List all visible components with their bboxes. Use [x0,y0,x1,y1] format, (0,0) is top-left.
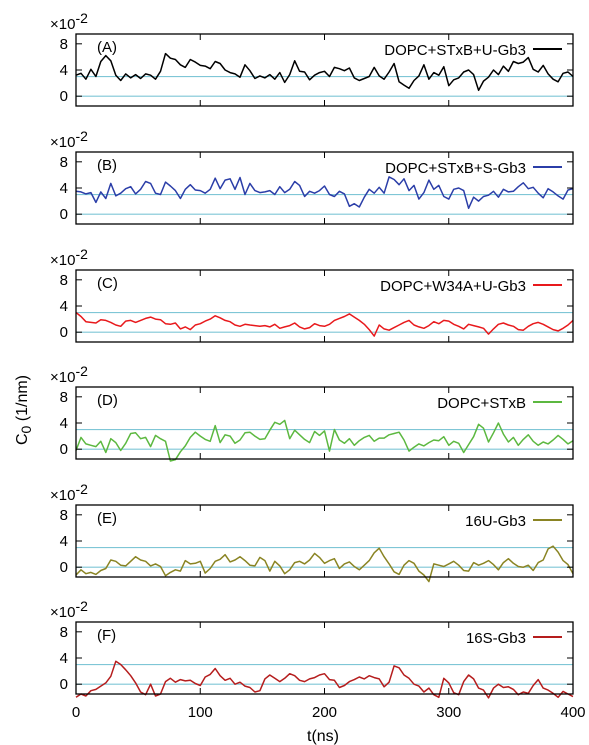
y-tick-label: 8 [60,389,68,406]
panel-d: 8 4 0 ×10-2 (D) DOPC+STxB [50,363,574,462]
y-tick-label: 0 [60,559,68,576]
y-multiplier: ×10-2 [50,481,88,504]
y-tick-label: 4 [60,650,68,667]
series-line [75,311,574,337]
panel-label: (F) [97,627,116,644]
legend-label: DOPC+STxB+U-Gb3 [384,42,526,59]
y-tick-label: 4 [60,533,68,550]
panel-f: 8 4 0 ×10-2 (F) 16S-Gb3 [50,598,574,699]
y-tick-label: 0 [60,324,68,341]
panels: 8 4 0 ×10-2 (A) DOPC+STxB+U-Gb3 8 4 0 ×10-2 (B) DOP… [50,10,574,699]
series-line [75,419,574,462]
x-tick-label: 100 [188,704,213,721]
y-tick-label: 0 [60,676,68,693]
y-multiplier: ×10-2 [50,10,88,33]
y-tick-label: 4 [60,180,68,197]
y-tick-label: 8 [60,154,68,171]
series-line [75,176,574,210]
y-tick-label: 0 [60,88,68,105]
panel-label: (E) [97,510,117,527]
legend-label: DOPC+STxB+S-Gb3 [385,160,526,177]
y-axis-label: C0 (1/nm) [14,375,34,445]
panel-label: (B) [97,157,117,174]
y-multiplier: ×10-2 [50,598,88,621]
panel-label: (A) [97,39,117,56]
y-tick-label: 4 [60,415,68,432]
x-tick-label: 300 [436,704,461,721]
y-tick-label: 8 [60,624,68,641]
panel-e: 8 4 0 ×10-2 (E) 16U-Gb3 [50,481,574,583]
y-tick-label: 0 [60,206,68,223]
panel-a: 8 4 0 ×10-2 (A) DOPC+STxB+U-Gb3 [50,10,574,107]
x-tick-label: 400 [560,704,585,721]
legend-label: 16S-Gb3 [466,630,526,647]
legend-label: 16U-Gb3 [465,513,526,530]
x-tick-labels: 0 100 200 300 400 [72,704,586,721]
x-tick-label: 200 [312,704,337,721]
series-line [75,52,574,92]
y-tick-label: 4 [60,298,68,315]
panel-label: (D) [97,392,118,409]
panel-label: (C) [97,275,118,292]
panel-c: 8 4 0 ×10-2 (C) DOPC+W34A+U-Gb3 [50,246,574,343]
y-tick-label: 8 [60,36,68,53]
y-tick-label: 0 [60,441,68,458]
y-tick-label: 8 [60,507,68,524]
y-multiplier: ×10-2 [50,363,88,386]
legend-label: DOPC+W34A+U-Gb3 [380,278,526,295]
y-multiplier: ×10-2 [50,246,88,269]
panel-b: 8 4 0 ×10-2 (B) DOPC+STxB+S-Gb3 [50,128,574,225]
y-multiplier: ×10-2 [50,128,88,151]
y-tick-label: 8 [60,272,68,289]
series-line [75,545,574,583]
x-tick-label: 0 [72,704,80,721]
y-tick-label: 4 [60,62,68,79]
x-axis-label: t(ns) [307,728,339,745]
legend-label: DOPC+STxB [437,395,526,412]
